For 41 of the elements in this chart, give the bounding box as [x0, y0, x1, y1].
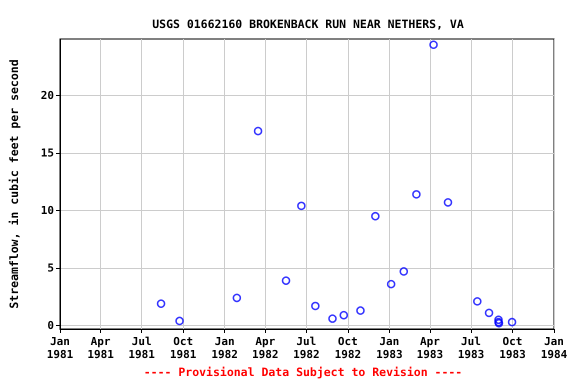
point — [508, 318, 516, 326]
point — [340, 310, 348, 320]
point — [429, 40, 438, 49]
point — [412, 190, 421, 199]
point — [297, 202, 306, 210]
y-tick-label: 15 — [40, 146, 54, 160]
point — [282, 276, 290, 285]
point — [356, 306, 365, 315]
point — [371, 212, 380, 220]
point — [444, 198, 452, 207]
y-axis-title: Streamflow, in cubic feet per second — [7, 59, 21, 309]
x-tick-label: Oct 1981 — [170, 335, 197, 361]
point — [311, 302, 320, 310]
y-tick-label: 10 — [40, 204, 54, 217]
x-tick-label: Jul 1981 — [128, 335, 156, 361]
point — [484, 308, 494, 318]
point — [175, 316, 184, 326]
point — [494, 316, 503, 324]
point — [328, 314, 337, 323]
point — [386, 280, 396, 288]
x-tick-label: Jan 1981 — [46, 335, 74, 361]
y-tick-label: 20 — [40, 88, 54, 102]
x-tick-label: Apr 1983 — [416, 335, 444, 361]
x-tick-label: Apr 1982 — [252, 335, 279, 361]
text: ---- Provisional Data Subject to Revision ---- — [144, 365, 462, 379]
x-tick-label: Apr 1981 — [87, 335, 114, 361]
point — [254, 126, 262, 136]
x-tick-label: Jul 1982 — [293, 335, 320, 361]
x-tick-label: Oct 1983 — [499, 335, 526, 361]
x-tick-label: Jan 1984 — [540, 335, 568, 361]
x-tick-label: Jul 1983 — [458, 335, 484, 361]
y-tick-label: 5 — [47, 262, 54, 275]
x-tick-label: Jan 1983 — [376, 335, 403, 361]
point — [232, 294, 242, 302]
chart-title: USGS 01662160 BROKENBACK RUN NEAR NETHERS, VA — [152, 17, 464, 31]
point — [156, 299, 166, 308]
y-tick-label: 0 — [47, 319, 54, 332]
x-tick-label: Oct 1982 — [334, 335, 362, 361]
point — [473, 297, 482, 306]
x-tick-label: Jan 1982 — [211, 335, 238, 361]
point — [400, 267, 408, 276]
